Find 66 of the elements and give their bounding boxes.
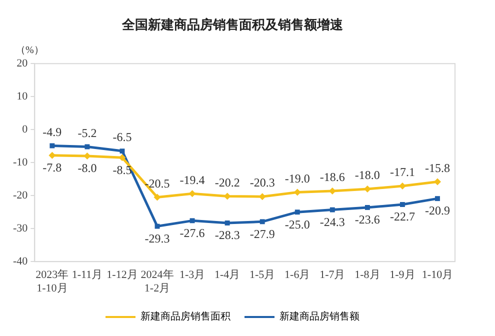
data-label: -15.8 <box>424 160 450 175</box>
point <box>188 190 196 198</box>
y-tick-label: 0 <box>22 123 28 136</box>
data-label: -20.2 <box>214 175 240 190</box>
x-tick-label: 1-12月 <box>106 269 138 282</box>
x-tick-label: 1-3月 <box>179 269 206 282</box>
point <box>50 143 55 148</box>
data-label: -18.0 <box>354 168 380 182</box>
data-label: -28.3 <box>214 228 240 242</box>
data-label: -27.9 <box>250 226 275 241</box>
x-tick-label: 1-5月 <box>250 269 276 282</box>
legend-label: 新建商品房销售面积 <box>140 310 230 323</box>
point <box>260 219 265 224</box>
x-tick-label: 1-4月 <box>214 269 240 282</box>
y-tick-label: -20 <box>12 189 28 202</box>
y-tick-label: -40 <box>12 255 28 268</box>
point <box>258 193 266 200</box>
x-tick-label: 1-7月 <box>320 269 346 282</box>
data-label: -29.3 <box>144 231 170 246</box>
x-tick-label: 1-10月 <box>422 269 454 282</box>
data-label: -8.0 <box>78 161 97 176</box>
point <box>154 194 161 201</box>
data-label: -20.3 <box>250 176 275 190</box>
data-label: -19.0 <box>284 171 310 186</box>
point <box>120 148 125 154</box>
data-label: -24.3 <box>320 214 345 229</box>
data-label: -4.9 <box>42 124 62 139</box>
point <box>154 224 160 229</box>
y-tick-label: -10 <box>12 156 28 168</box>
data-label: -23.6 <box>354 212 380 227</box>
data-label: -18.6 <box>320 170 345 184</box>
point <box>118 154 126 162</box>
point <box>294 188 301 196</box>
data-label: -6.5 <box>112 130 132 144</box>
point <box>330 207 335 212</box>
y-axis-title: （%） <box>15 45 44 56</box>
x-tick-label: 1-6月 <box>284 269 310 282</box>
point <box>224 192 231 200</box>
data-label: -5.2 <box>78 126 97 140</box>
point <box>364 205 370 210</box>
y-tick-label: -30 <box>12 222 28 234</box>
y-tick-label: 20 <box>16 57 28 70</box>
point <box>224 220 230 226</box>
legend-label: 新建商品房销售额 <box>280 310 360 323</box>
data-label: -19.4 <box>180 172 205 187</box>
point <box>84 144 90 150</box>
x-tick-label: 1-8月 <box>354 269 380 282</box>
x-tick-label: 1-11月 <box>72 269 103 282</box>
point <box>48 152 56 159</box>
point <box>434 178 441 186</box>
data-label: -27.6 <box>180 226 205 240</box>
point <box>435 196 440 202</box>
point <box>400 202 405 207</box>
x-tick-label: 2023年 1-10月 <box>36 269 69 294</box>
x-tick-label: 2024年 1-2月 <box>140 269 174 294</box>
data-label: -17.1 <box>390 165 415 180</box>
point <box>190 218 195 224</box>
chart-title: 全国新建商品房销售面积及销售额增速 <box>121 17 344 34</box>
y-tick-label: 10 <box>16 90 28 102</box>
data-label: -20.9 <box>424 204 450 218</box>
point <box>294 210 300 215</box>
x-tick-label: 1-9月 <box>390 269 416 282</box>
data-label: -7.8 <box>42 160 62 174</box>
data-label: -25.0 <box>284 217 310 232</box>
data-label: -22.7 <box>390 210 415 224</box>
point <box>84 152 91 160</box>
